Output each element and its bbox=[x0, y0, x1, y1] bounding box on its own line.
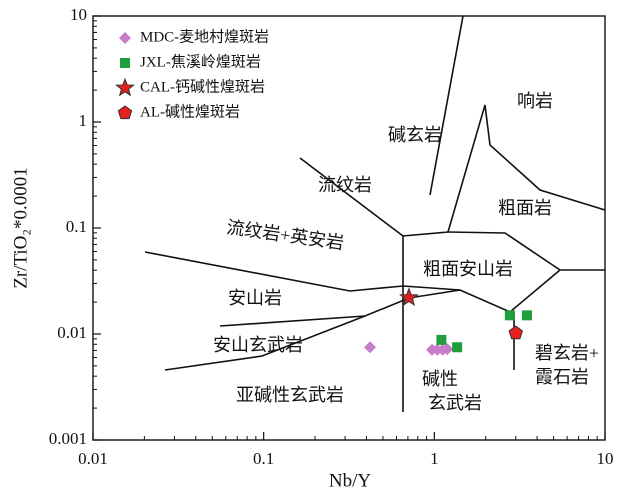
field-label: 安山岩 bbox=[228, 288, 282, 308]
legend-marker bbox=[119, 32, 131, 44]
point bbox=[441, 343, 454, 356]
x-axis-label: Nb/Y bbox=[329, 470, 372, 491]
y-tick-label: 0.001 bbox=[49, 429, 87, 448]
legend-marker bbox=[115, 77, 135, 97]
field-label: 玄武岩 bbox=[428, 393, 482, 413]
legend-label: MDC-麦地村煌斑岩 bbox=[140, 28, 269, 45]
field-label: 粗面安山岩 bbox=[423, 259, 513, 279]
y-tick-label: 1 bbox=[79, 111, 88, 130]
x-tick-label: 1 bbox=[430, 449, 439, 468]
field-boundaries bbox=[144, 15, 606, 412]
y-axis-label: Zr/TiO₂*0.0001 bbox=[10, 167, 31, 289]
field-label: 安山玄武岩 bbox=[213, 335, 303, 355]
point bbox=[399, 287, 419, 307]
point bbox=[452, 342, 463, 353]
field-label: 碱玄岩 bbox=[388, 125, 442, 145]
y-tick-label: 0.1 bbox=[66, 217, 87, 236]
field-label: 粗面岩 bbox=[498, 198, 552, 218]
x-tick-label: 0.1 bbox=[253, 449, 274, 468]
point bbox=[521, 310, 532, 321]
field-label: 亚碱性玄武岩 bbox=[236, 385, 344, 405]
legend-marker bbox=[117, 105, 133, 120]
field-label: 碱性 bbox=[422, 369, 458, 389]
legend-marker bbox=[120, 58, 130, 68]
field-label: 流纹岩 bbox=[318, 175, 372, 195]
y-tick-label: 10 bbox=[70, 5, 87, 24]
field-label: 响岩 bbox=[517, 91, 553, 111]
point bbox=[364, 341, 377, 354]
field-label: 霞石岩 bbox=[535, 367, 589, 387]
x-tick-label: 0.01 bbox=[78, 449, 108, 468]
legend-label: CAL-钙碱性煌斑岩 bbox=[140, 78, 265, 95]
legend-label: JXL-焦溪岭煌斑岩 bbox=[140, 53, 261, 70]
point bbox=[508, 325, 524, 340]
x-tick-label: 10 bbox=[597, 449, 614, 468]
point bbox=[504, 310, 515, 321]
y-tick-label: 0.01 bbox=[57, 323, 87, 342]
point bbox=[436, 334, 447, 345]
field-label: 流纹岩+英安岩 bbox=[225, 217, 345, 253]
field-label: 碧玄岩+ bbox=[535, 343, 599, 363]
legend-label: AL-碱性煌斑岩 bbox=[140, 103, 240, 120]
